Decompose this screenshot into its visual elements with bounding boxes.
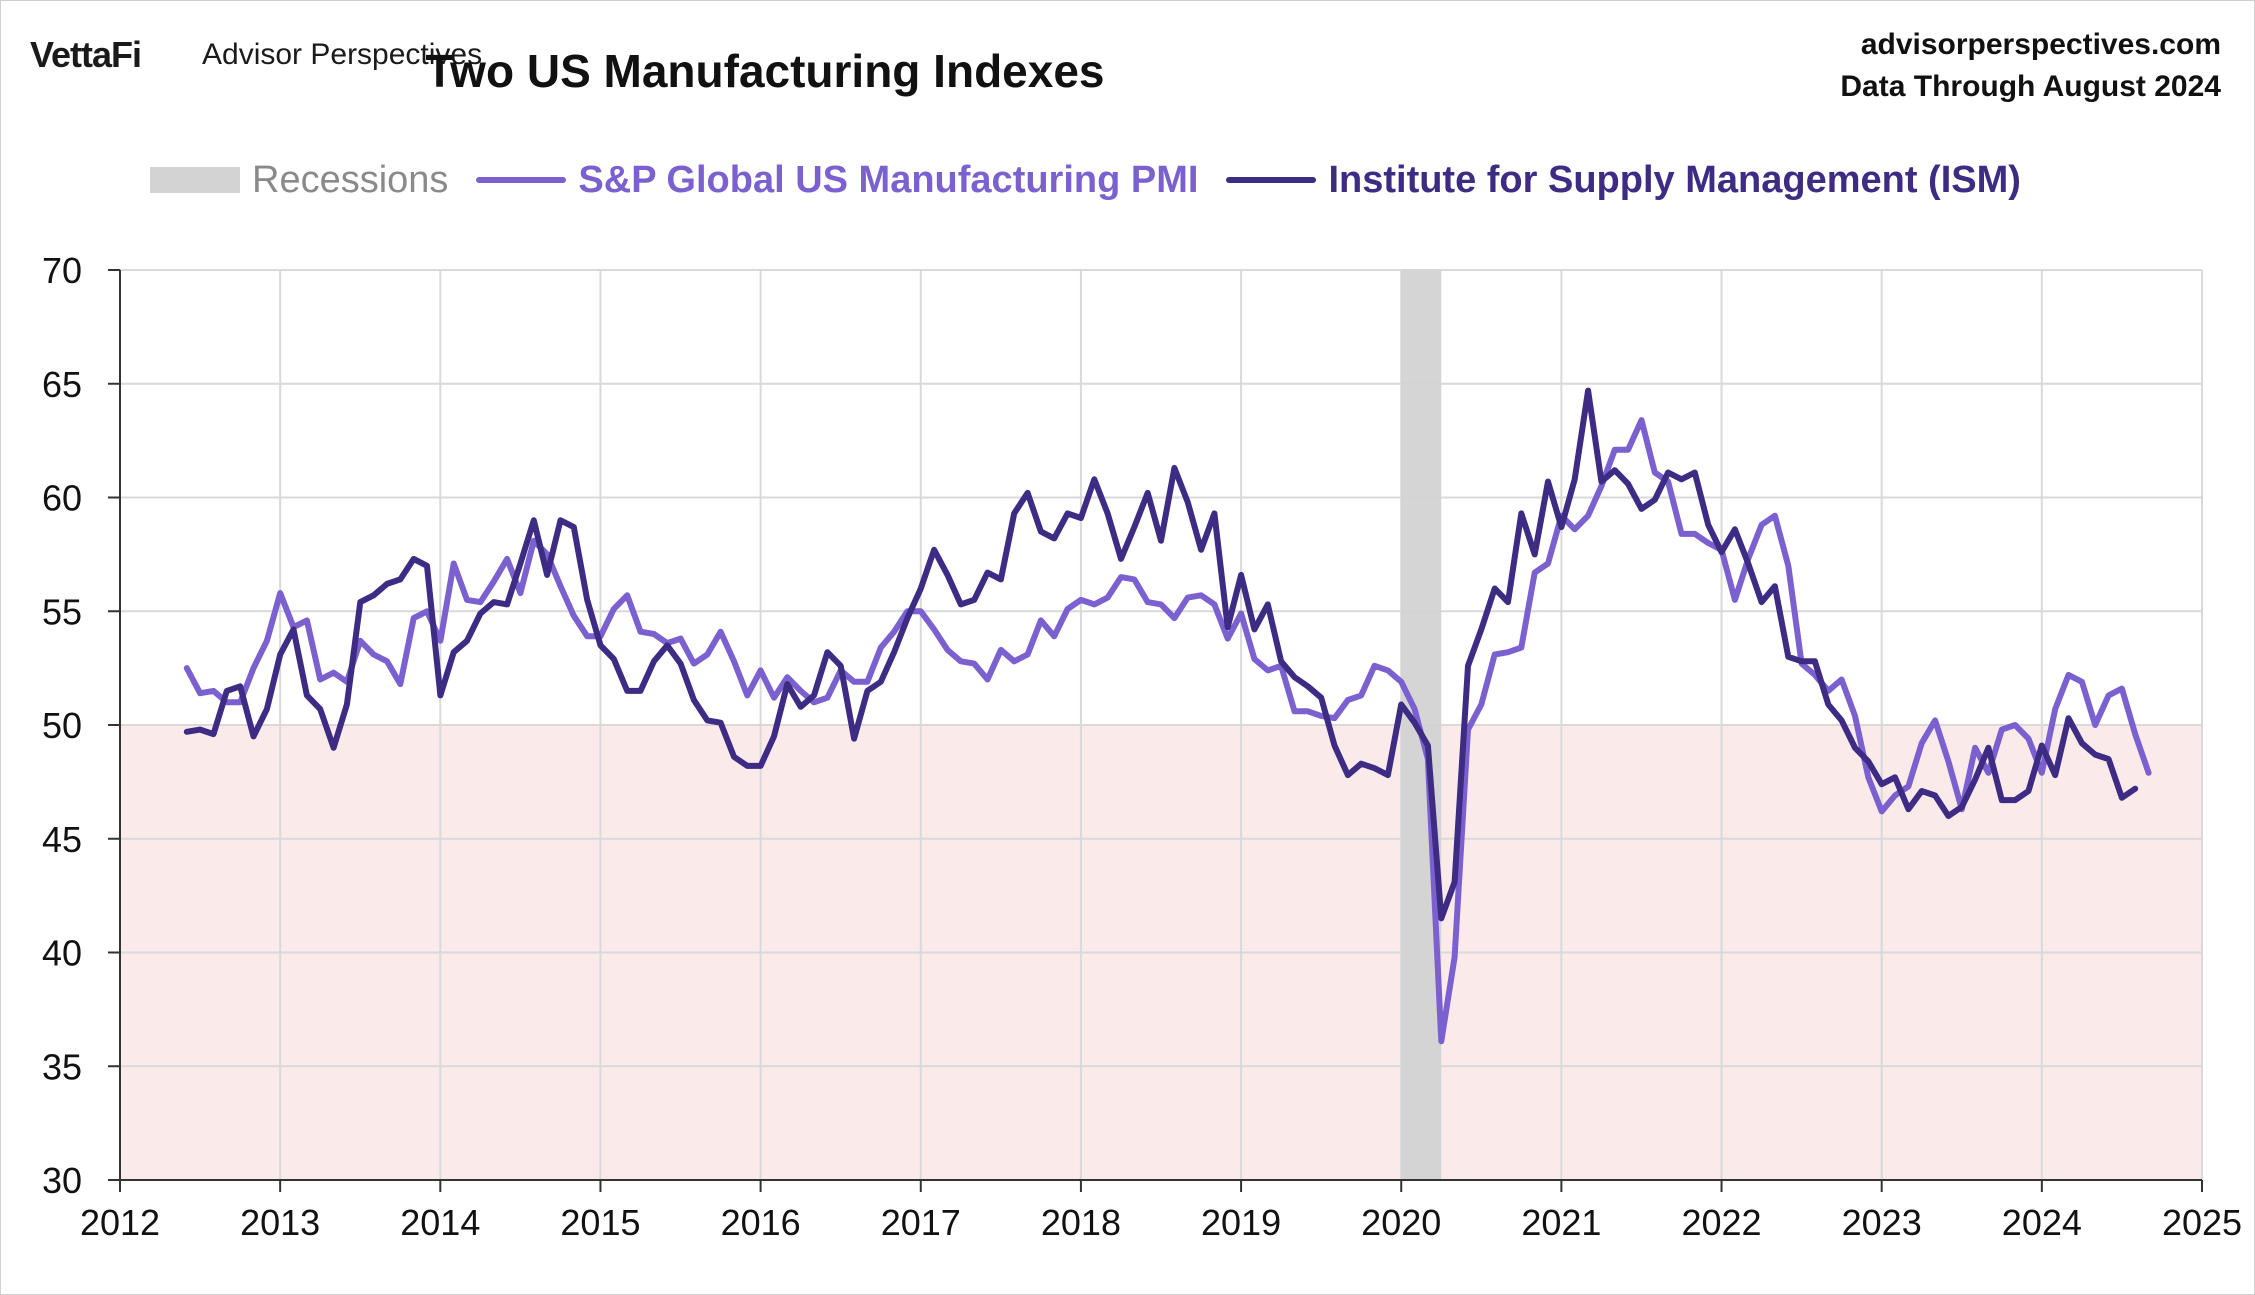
legend-label-ism: Institute for Supply Management (ISM) [1328,158,2021,201]
x-tick-label-2024: 2024 [2002,1202,2082,1243]
x-tick-label-2013: 2013 [240,1202,320,1243]
y-tick-label-35: 35 [42,1046,82,1087]
y-tick-label-40: 40 [42,933,82,974]
x-tick-label-2020: 2020 [1361,1202,1441,1243]
chart-title: Two US Manufacturing Indexes [425,45,1105,97]
legend-label-sp: S&P Global US Manufacturing PMI [578,158,1199,201]
x-tick-label-2012: 2012 [80,1202,160,1243]
vettafi-logo: VettaFi [30,34,142,75]
x-tick-label-2023: 2023 [1842,1202,1922,1243]
y-tick-label-65: 65 [42,364,82,405]
y-tick-label-60: 60 [42,478,82,519]
x-tick-label-2022: 2022 [1681,1202,1761,1243]
advisor-perspectives-label: Advisor Perspectives [202,38,483,71]
y-tick-label-70: 70 [42,250,82,291]
legend-item-recessions: Recessions [150,159,448,202]
x-tick-label-2014: 2014 [400,1202,480,1243]
y-tick-label-50: 50 [42,705,82,746]
y-tick-label-45: 45 [42,819,82,860]
x-tick-label-2021: 2021 [1521,1202,1601,1243]
x-tick-label-2016: 2016 [721,1202,801,1243]
y-tick-label-55: 55 [42,591,82,632]
sp-line-swatch [476,177,567,183]
y-tick-label-30: 30 [42,1160,82,1201]
x-tick-label-2017: 2017 [881,1202,961,1243]
chart-legend: Recessions S&P Global US Manufacturing P… [150,155,2049,205]
x-tick-label-2015: 2015 [560,1202,640,1243]
legend-label-recessions: Recessions [252,158,449,201]
site-url: advisorperspectives.com [1860,28,2221,61]
legend-item-sp: S&P Global US Manufacturing PMI [476,159,1198,202]
data-through-label: Data Through August 2024 [1840,70,2221,103]
ism-line-swatch [1226,177,1317,183]
recession-swatch [150,167,240,193]
legend-item-ism: Institute for Supply Management (ISM) [1226,158,2021,202]
x-tick-label-2019: 2019 [1201,1202,1281,1243]
ism-line [183,387,2139,922]
x-tick-label-2025: 2025 [2162,1202,2242,1243]
x-tick-label-2018: 2018 [1041,1202,1121,1243]
